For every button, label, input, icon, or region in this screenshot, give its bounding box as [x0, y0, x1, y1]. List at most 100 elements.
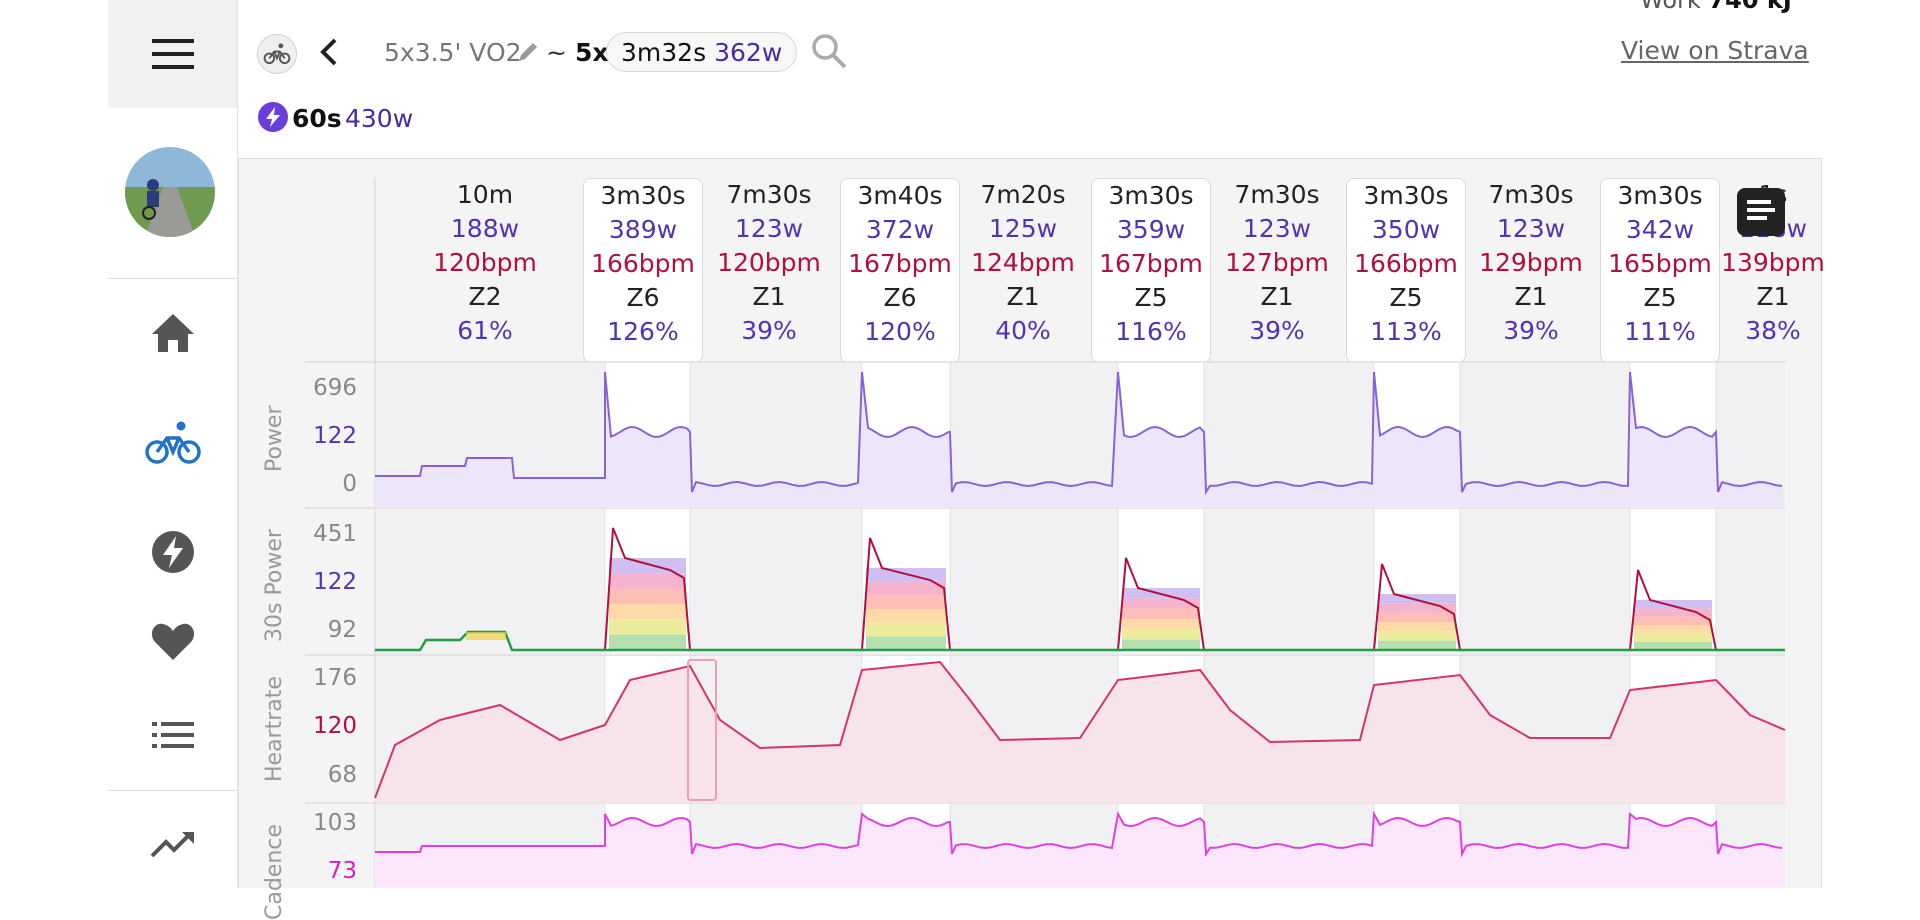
segment-cell[interactable]: 3m30s 359w 167bpm Z5 116%	[1091, 178, 1211, 363]
list-nav-button[interactable]	[108, 722, 237, 748]
segment-power: 125w	[988, 214, 1058, 243]
segment-zone: Z2	[468, 282, 502, 311]
menu-button[interactable]	[108, 0, 237, 108]
segment-zone: Z6	[883, 283, 917, 312]
activity-type-button[interactable]	[257, 34, 297, 74]
peak-power: 430w	[345, 104, 414, 133]
segment-cell[interactable]: 10m 188w 120bpm Z2 61%	[430, 178, 540, 361]
segment-cell[interactable]: 3m30s 350w 166bpm Z5 113%	[1346, 178, 1466, 363]
sidebar	[108, 0, 238, 887]
power30-zone-band	[1634, 625, 1712, 634]
segment-duration: 3m40s	[857, 181, 943, 210]
power30-zone-band	[866, 581, 946, 596]
power30-tick-mid: 122	[313, 569, 357, 595]
health-nav-button[interactable]	[108, 622, 237, 662]
cadence-tick-max: 103	[313, 810, 357, 836]
power30-line	[1117, 557, 1205, 651]
power30-zone-band	[1634, 633, 1712, 642]
segment-duration: 3m30s	[1108, 181, 1194, 210]
segment-cell[interactable]: 3m30s 389w 166bpm Z6 126%	[583, 178, 703, 363]
trends-nav-button[interactable]	[108, 830, 237, 860]
peak-duration: 60s	[292, 104, 342, 133]
back-button[interactable]	[320, 34, 344, 70]
segment-cell[interactable]: 7m30s 123w 129bpm Z1 39%	[1472, 178, 1590, 361]
segment-ftp-percent: 39%	[741, 316, 797, 345]
segment-heartrate: 167bpm	[848, 249, 952, 278]
power30-zone-band	[1122, 598, 1200, 609]
segment-zone: Z1	[1514, 282, 1548, 311]
segment-power: 342w	[1625, 215, 1695, 244]
segment-heartrate: 139bpm	[1721, 248, 1825, 277]
segment-zone: Z5	[1643, 283, 1677, 312]
power30-zone-band	[1634, 641, 1712, 650]
segment-duration: 7m30s	[1234, 180, 1320, 209]
comment-button[interactable]	[1737, 188, 1785, 236]
power30-zone-band	[609, 558, 686, 574]
hr-selection	[687, 659, 717, 801]
segment-cell[interactable]: 7m30s 123w 120bpm Z1 39%	[710, 178, 828, 361]
segment-cell[interactable]: 3m40s 372w 167bpm Z6 120%	[840, 178, 960, 363]
chart-background	[375, 508, 1785, 655]
power30-zone-band	[609, 573, 686, 589]
hr-tick-mid: 120	[313, 713, 357, 739]
segment-zone: Z5	[1134, 283, 1168, 312]
power30-zone-band	[1378, 603, 1456, 613]
segment-ftp-percent: 126%	[607, 317, 679, 346]
segment-cell[interactable]: 7m20s 125w 124bpm Z1 40%	[964, 178, 1082, 361]
heart-icon	[151, 623, 194, 660]
cadence-tick-mid: 73	[327, 858, 357, 884]
power30-zone-band	[466, 632, 506, 640]
segment-ftp-percent: 38%	[1745, 316, 1801, 345]
peak-power-badge	[258, 102, 288, 132]
segment-zone: Z1	[1260, 282, 1294, 311]
power30-tick-max: 451	[313, 521, 357, 547]
hr-line	[374, 660, 1786, 799]
segment-cell[interactable]: 7m30s 123w 127bpm Z1 39%	[1218, 178, 1336, 361]
interval-power: 362w	[714, 37, 783, 67]
power-axis-label: Power	[262, 405, 287, 472]
search-button[interactable]	[811, 33, 847, 73]
power30-zone-band	[1634, 616, 1712, 625]
hr-tick-max: 176	[313, 665, 357, 691]
hr-tick-min: 68	[327, 762, 357, 788]
bolt-icon	[266, 107, 280, 127]
menu-icon	[151, 39, 194, 69]
segment-ftp-percent: 120%	[864, 317, 936, 346]
bike-nav-button[interactable]	[108, 420, 237, 466]
power30-zone-band	[866, 636, 946, 650]
cadence-axis-label: Cadence	[262, 824, 287, 920]
power-nav-button[interactable]	[108, 530, 237, 574]
segment-heartrate: 129bpm	[1479, 248, 1583, 277]
power30-zone-band	[609, 634, 686, 650]
segment-heartrate: 127bpm	[1225, 248, 1329, 277]
power30-zone-band	[1378, 622, 1456, 632]
home-button[interactable]	[108, 312, 237, 354]
segment-heartrate: 165bpm	[1608, 249, 1712, 278]
segment-heartrate: 120bpm	[433, 248, 537, 277]
hr-area	[375, 662, 1785, 803]
power30-zone-band	[866, 622, 946, 637]
segment-power: 372w	[865, 215, 935, 244]
segment-cell[interactable]: 3m30s 342w 165bpm Z5 111%	[1600, 178, 1720, 363]
power30-zone-band	[866, 595, 946, 609]
segment-zone: Z1	[752, 282, 786, 311]
segment-cell[interactable]: 1s118w139bpmZ138%	[1718, 178, 1828, 361]
hr-axis-label: Heartrate	[262, 676, 287, 782]
segment-heartrate: 166bpm	[1354, 249, 1458, 278]
segment-duration: 3m30s	[1617, 181, 1703, 210]
power30-zone-band	[1378, 612, 1456, 622]
view-on-strava-link[interactable]: View on Strava	[1621, 36, 1809, 65]
power30-zone-band	[1122, 608, 1200, 619]
segment-ftp-percent: 113%	[1370, 317, 1442, 346]
home-icon	[151, 314, 194, 352]
activity-title[interactable]: 5x3.5' VO2	[384, 38, 522, 67]
power30-zone-band	[1378, 631, 1456, 641]
segment-ftp-percent: 61%	[457, 316, 513, 345]
power-area	[375, 372, 1785, 508]
power30-line	[604, 527, 691, 651]
segment-power: 123w	[1242, 214, 1312, 243]
interval-summary-pill[interactable]: 3m32s 362w	[606, 32, 798, 72]
power30-zone-band	[1634, 600, 1712, 609]
trend-icon	[150, 832, 194, 858]
edit-title-button[interactable]	[517, 41, 539, 67]
